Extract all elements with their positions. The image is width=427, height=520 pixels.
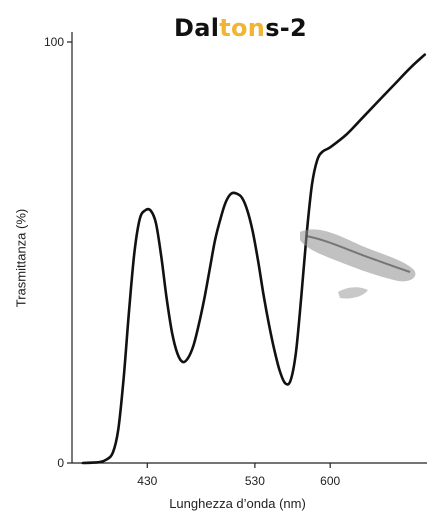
axes [71,32,427,464]
chart-title: Daltons-2 [174,14,307,42]
ticks: 0 100 430 530 600 [44,35,341,488]
title-part-2: ton [219,14,266,42]
insect-overlay [300,229,416,299]
y-axis-label: Trasmittanza (%) [13,208,29,308]
y-tick-label-0: 0 [57,456,64,470]
insect-image-detail [305,235,411,273]
y-tick-label-1: 100 [44,35,64,49]
series-line-0 [81,53,427,465]
x-axis-label: Lunghezza d’onda (nm) [169,496,306,511]
x-tick-label-0: 430 [137,474,157,488]
title-part-3: s-2 [265,14,308,42]
x-tick-label-2: 600 [320,474,340,488]
title-part-1: Dal [174,14,220,42]
x-tick-label-1: 530 [245,474,265,488]
insect-image [300,229,416,282]
insect-image-small [338,287,368,299]
marks [81,53,427,465]
